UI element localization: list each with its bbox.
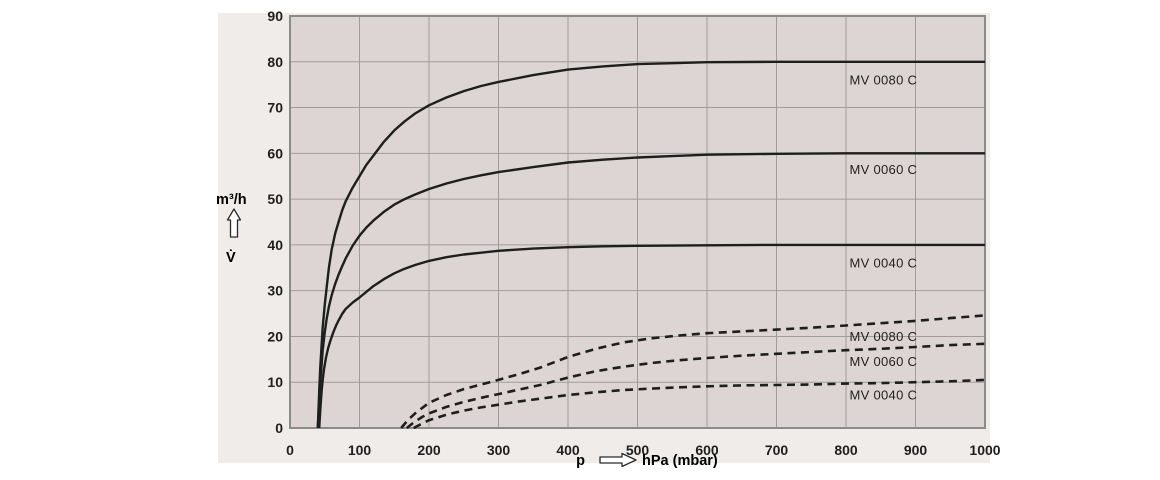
x-tick-label: 600 [695,442,719,458]
y-axis-title: m³/h V̇ [216,192,247,266]
x-axis-unit-label: hPa (mbar) [642,453,718,469]
y-tick-label: 90 [267,8,283,24]
curve-label: MV 0040 C [849,256,917,271]
curve-label: MV 0080 C [849,73,917,88]
curve-label: MV 0060 C [849,162,917,177]
curve-solid [316,60,985,429]
curve-label: MV 0080 C [849,329,917,344]
y-tick-label: 80 [267,54,283,70]
plot-area: MV 0080 C MV 0060 C MV 0040 C MV 0080 C MV 0… [267,8,1000,458]
curve-dashed [405,342,986,430]
curve-solid [318,243,985,429]
y-axis-symbol-label: V̇ [226,249,236,266]
x-tick-label: 700 [765,442,789,458]
y-tick-label: 40 [267,237,283,253]
x-tick-label: 500 [626,442,650,458]
x-axis-title: p hPa (mbar) [576,452,718,469]
x-tick-label: 300 [487,442,511,458]
up-arrow-icon [226,208,242,238]
x-tick-label: 800 [834,442,858,458]
y-tick-label: 60 [267,145,283,161]
y-tick-label: 50 [267,191,283,207]
y-tick-label: 10 [267,374,283,390]
curve-label: MV 0040 C [849,388,917,403]
curve-dashed [413,378,986,430]
x-axis-prefix-label: p [576,453,585,469]
x-tick-label: 400 [556,442,580,458]
y-tick-label: 0 [275,420,283,436]
plot-frame [289,15,986,429]
right-arrow-icon [599,452,637,468]
y-tick-label: 70 [267,100,283,116]
y-axis-unit-label: m³/h [216,192,247,208]
curve-solid [316,152,985,429]
x-tick-label: 100 [348,442,372,458]
y-tick-label: 30 [267,283,283,299]
x-tick-label: 1000 [969,442,1000,458]
x-tick-label: 0 [286,442,294,458]
curve-label: MV 0060 C [849,354,917,369]
x-tick-label: 900 [904,442,928,458]
y-tick-label: 20 [267,328,283,344]
x-tick-label: 200 [417,442,441,458]
